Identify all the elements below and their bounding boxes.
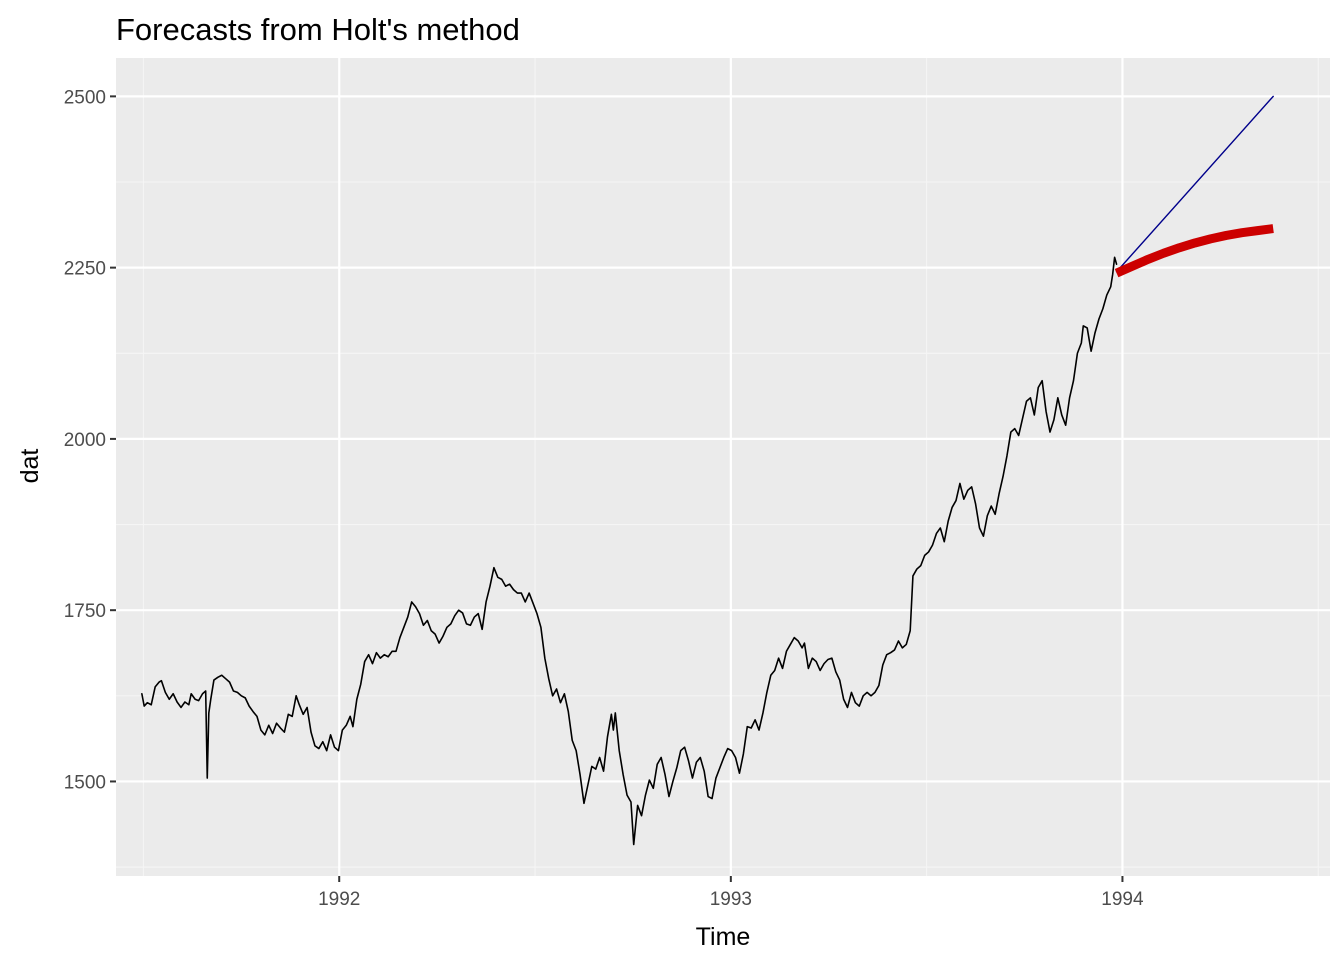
y-axis-title: dat (16, 449, 44, 484)
data-series (141, 95, 1274, 846)
major-gridlines (116, 58, 1330, 876)
x-axis-title: Time (696, 923, 751, 951)
y-tick-label: 1750 (64, 601, 106, 622)
x-tick-label: 1992 (318, 889, 360, 910)
y-tick-label: 2000 (64, 430, 106, 451)
x-tick-label: 1994 (1101, 889, 1144, 910)
y-tick-label: 2500 (64, 87, 106, 108)
series-line-observed (141, 256, 1118, 846)
y-tick-label: 1500 (64, 772, 106, 793)
axis-ticks: 1992 1993 1994 1500 1750 2000 2250 2500 (64, 87, 1144, 910)
chart-title: Forecasts from Holt's method (116, 12, 520, 47)
y-tick-label: 2250 (64, 259, 106, 280)
x-tick-label: 1993 (710, 889, 752, 910)
series-line-damped (1114, 224, 1274, 278)
series-line-holt (1115, 95, 1274, 273)
plot-panel (116, 58, 1330, 876)
minor-gridlines (116, 58, 1330, 876)
